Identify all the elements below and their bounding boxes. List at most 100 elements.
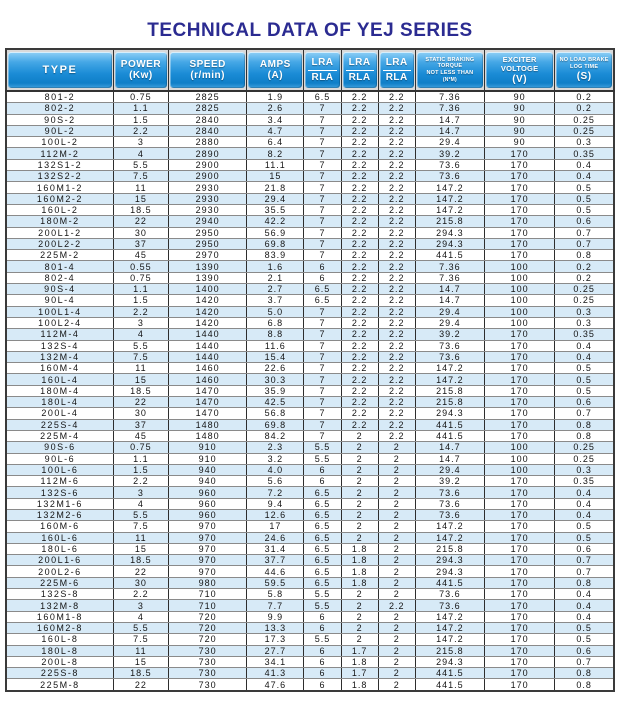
table-cell: 147.2 [414,181,485,194]
table-cell: 160L-2 [6,204,114,217]
table-cell: 147.2 [414,362,485,375]
table-cell: 2.2 [340,215,379,228]
table-cell: 45 [112,430,169,443]
table-cell: 21.8 [246,181,304,194]
table-cell: 0.3 [554,464,614,477]
table-cell: 441.5 [414,577,485,590]
table-cell: 35.9 [246,385,304,398]
table-cell: 2.2 [377,351,416,364]
table-cell: 1470 [168,385,247,398]
table-cell: 29.4 [414,136,485,149]
table-cell: 15 [112,656,169,669]
column-header-amps: AMPS (A) [246,49,304,92]
table-cell: 160M1-2 [6,181,114,194]
table-cell: 14.7 [414,441,485,454]
table-row: 90L-4 1.5 1420 3.7 6.5 2.2 2.2 14.7 100 0.25 [6,294,614,307]
header-power-label: POWER [120,58,162,70]
table-cell: 2890 [168,147,247,160]
column-header-exciter-voltage: EXCITER VOLTOGE (V) [483,49,555,92]
table-row: 132S-8 2.2 710 5.8 5.5 2 2 73.6 170 0.4 [6,588,614,601]
table-cell: 0.75 [112,91,169,104]
header-speed-label: SPEED [189,58,226,70]
table-cell: 0.5 [554,385,614,398]
table-cell: 6.5 [303,532,342,544]
table-cell: 100 [483,272,555,285]
table-cell: 2 [377,543,416,556]
table-cell: 100 [483,260,555,273]
table-cell: 22 [112,565,169,578]
table-cell: 90 [483,136,555,149]
table-cell: 5.5 [112,509,169,522]
table-cell: 0.5 [554,373,614,386]
table-cell: 2.2 [340,147,379,160]
table-cell: 2.2 [377,599,416,612]
table-cell: 30 [112,227,169,239]
table-row: 132S1-2 5.5 2900 11.1 7 2.2 2.2 73.6 170 0.4 [6,159,614,172]
table-row: 200L-4 30 1470 56.8 7 2.2 2.2 294.3 170 0.7 [6,407,614,420]
table-cell: 5.5 [303,441,342,454]
header-noload-line2: LOG TIME [570,64,599,71]
table-row: 90L-2 2.2 2840 4.7 7 2.2 2.2 14.7 90 0.25 [6,125,614,138]
table-cell: 7 [303,147,342,160]
table-cell: 5.5 [303,453,342,465]
table-cell: 2 [377,678,416,692]
table-cell: 27.7 [246,645,304,657]
table-cell: 2.2 [377,147,416,160]
table-row: 100L2-4 3 1420 6.8 7 2.2 2.2 29.4 100 0.3 [6,317,614,330]
table-cell: 0.4 [554,509,614,522]
table-cell: 0.7 [554,227,614,239]
table-cell: 180M-4 [6,385,114,398]
table-row: 225M-6 30 980 59.5 6.5 1.8 2 441.5 170 0.8 [6,577,614,590]
table-cell: 6.5 [303,498,342,510]
table-cell: 2 [377,645,416,657]
table-cell: 6 [303,645,342,657]
table-cell: 7 [303,170,342,183]
table-cell: 2.2 [340,114,379,126]
table-cell: 0.3 [554,317,614,330]
table-cell: 970 [168,520,247,533]
table-row: 90S-2 1.5 2840 3.4 7 2.2 2.2 14.7 90 0.25 [6,114,614,126]
table-cell: 90L-2 [6,125,114,138]
table-cell: 45 [112,249,169,262]
table-cell: 14.7 [414,453,485,465]
table-cell: 2.2 [377,373,416,386]
table-cell: 170 [483,351,555,364]
table-cell: 960 [168,498,247,510]
table-cell: 18.5 [112,667,169,680]
table-cell: 6 [303,464,342,477]
table-cell: 90 [483,125,555,138]
table-cell: 2 [340,475,379,488]
table-cell: 2.2 [340,170,379,183]
table-cell: 2 [377,486,416,499]
lra-label: LRA [382,57,411,71]
table-cell: 44.6 [246,565,304,578]
table-row: 802-2 1.1 2825 2.6 7 2.2 2.2 7.36 90 0.2 [6,102,614,115]
table-cell: 11.6 [246,340,304,352]
lra-rla-fraction: LRA RLA [308,57,337,83]
table-cell: 100L-2 [6,136,114,149]
table-cell: 2.2 [340,125,379,138]
column-header-speed: SPEED (r/min) [168,49,247,92]
table-header: TYPE POWER (Kw) SPEED (r/min) AMPS (A) [6,49,614,92]
table-row: 801-4 0.55 1390 1.6 6 2.2 2.2 7.36 100 0.2 [6,260,614,273]
table-cell: 147.2 [414,622,485,635]
table-cell: 147.2 [414,633,485,646]
table-cell: 170 [483,193,555,205]
table-cell: 170 [483,554,555,567]
table-cell: 0.2 [554,260,614,273]
table-cell: 7.5 [112,170,169,183]
table-cell: 2.2 [377,136,416,149]
table-cell: 6.5 [303,486,342,499]
table-cell: 2 [340,509,379,522]
table-cell: 225M-4 [6,430,114,443]
table-cell: 2 [377,667,416,680]
table-cell: 22 [112,215,169,228]
table-row: 200L1-2 30 2950 56.9 7 2.2 2.2 294.3 170 0.7 [6,227,614,239]
lra-label: LRA [345,57,374,71]
table-cell: 147.2 [414,373,485,386]
table-cell: 5.5 [303,633,342,646]
table-row: 225M-2 45 2970 83.9 7 2.2 2.2 441.5 170 0.8 [6,249,614,262]
table-cell: 730 [168,656,247,669]
table-cell: 3 [112,317,169,330]
table-cell: 1.6 [246,260,304,273]
